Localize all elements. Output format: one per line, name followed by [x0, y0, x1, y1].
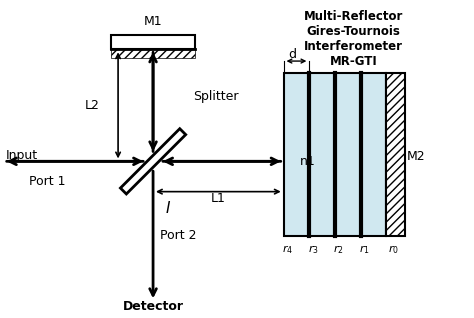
Text: Multi-Reflector
Gires-Tournois
Interferometer
MR-GTI: Multi-Reflector Gires-Tournois Interfero… — [304, 10, 403, 68]
Text: n1: n1 — [300, 155, 316, 168]
Bar — [283, 73, 386, 236]
Text: $r_4$: $r_4$ — [282, 243, 293, 256]
Text: $r_0$: $r_0$ — [388, 243, 399, 256]
Text: Input: Input — [6, 149, 38, 162]
Text: $r_1$: $r_1$ — [359, 243, 370, 256]
Bar — [111, 35, 195, 49]
Text: M1: M1 — [144, 16, 163, 28]
Text: Port 2: Port 2 — [160, 229, 197, 242]
Text: $r_2$: $r_2$ — [333, 243, 344, 256]
Text: M2: M2 — [407, 150, 426, 163]
Text: Detector: Detector — [123, 300, 183, 313]
Polygon shape — [120, 129, 186, 194]
Text: $I$: $I$ — [165, 200, 171, 216]
Text: d: d — [288, 48, 296, 61]
Text: L1: L1 — [211, 192, 226, 205]
Bar — [111, 49, 195, 58]
Text: Splitter: Splitter — [193, 90, 238, 103]
Text: $r_3$: $r_3$ — [308, 243, 319, 256]
Bar — [386, 73, 405, 236]
Text: Port 1: Port 1 — [29, 175, 66, 188]
Text: L2: L2 — [85, 99, 100, 112]
Bar — [386, 73, 405, 236]
